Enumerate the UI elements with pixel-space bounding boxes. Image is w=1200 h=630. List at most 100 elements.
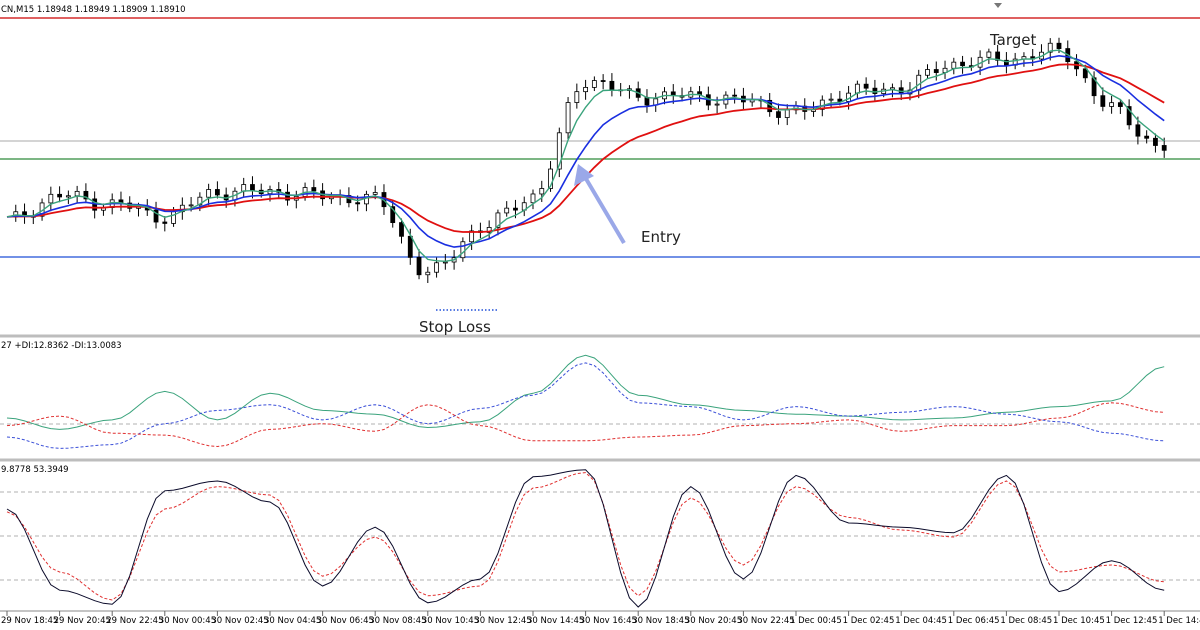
candle-body (591, 80, 597, 88)
time-tick-label: 30 Nov 08:45 (369, 616, 426, 626)
entry-annotation: Entry (641, 228, 681, 246)
candle-body (539, 188, 545, 195)
candle-body (609, 80, 615, 91)
candle-body (425, 271, 431, 276)
candle-body (732, 94, 738, 97)
time-tick-label: 30 Nov 10:45 (422, 616, 479, 626)
stochastic-pane (0, 469, 1200, 608)
candle-body (65, 195, 71, 198)
candle-body (916, 74, 922, 91)
candle-body (399, 222, 404, 237)
candle-body (1135, 124, 1141, 137)
candle-body (1117, 102, 1123, 107)
time-tick-label: 1 Dec 12:45 (1106, 616, 1158, 626)
candle-body (162, 221, 168, 224)
scroll-marker-icon[interactable] (994, 3, 1002, 8)
candle-body (214, 189, 220, 196)
candle-body (565, 102, 571, 134)
candle-body (153, 209, 159, 223)
candle-body (74, 190, 80, 197)
time-tick-label: 29 Nov 22:45 (106, 616, 163, 626)
candle-body (48, 193, 54, 204)
candle-body (355, 202, 361, 205)
candle-body (416, 256, 422, 276)
candle-body (1153, 137, 1158, 146)
ma-fast-line (6, 49, 1165, 263)
candle-body (188, 204, 194, 207)
time-tick-label: 1 Dec 06:45 (948, 616, 1000, 626)
candle-body (960, 61, 965, 67)
time-tick-label: 30 Nov 12:45 (474, 616, 531, 626)
candle-body (241, 184, 247, 192)
candle-body (390, 206, 396, 224)
entry-arrow-icon (574, 164, 626, 245)
time-tick-label: 29 Nov 18:45 (1, 616, 58, 626)
candle-body (171, 211, 176, 224)
candle-body (872, 87, 878, 94)
time-tick-label: 30 Nov 18:45 (632, 616, 689, 626)
candle-body (714, 103, 720, 106)
candle-body (469, 230, 475, 243)
candle-body (1126, 106, 1132, 126)
candle-body (995, 51, 1001, 61)
stoch-pane-info: 9.8778 53.3949 (0, 465, 70, 475)
time-tick-label: 30 Nov 06:45 (317, 616, 374, 626)
time-tick-label: 29 Nov 20:45 (54, 616, 111, 626)
candle-body (1109, 102, 1114, 107)
time-tick-label: 30 Nov 22:45 (737, 616, 794, 626)
candle-body (250, 184, 255, 191)
candle-body (1161, 145, 1167, 151)
time-tick-label: 1 Dec 10:45 (1053, 616, 1105, 626)
candle-body (776, 111, 781, 118)
candle-body (407, 235, 413, 258)
candle-body (372, 192, 378, 195)
candle-body (600, 80, 606, 82)
candle-body (57, 193, 62, 198)
candle-body (863, 83, 869, 89)
minus-di-line (6, 402, 1165, 448)
candle-body (556, 132, 562, 170)
time-tick-label: 30 Nov 04:45 (264, 616, 321, 626)
candlesticks (13, 37, 1167, 284)
main-price-pane (0, 3, 1200, 311)
candle-body (530, 193, 536, 204)
stoch-signal-line (6, 472, 1165, 601)
candle-body (828, 98, 834, 101)
time-tick-label: 30 Nov 14:45 (527, 616, 584, 626)
candle-body (1144, 135, 1150, 139)
time-tick-label: 1 Dec 00:45 (790, 616, 842, 626)
candle-body (83, 190, 89, 200)
candle-body (574, 91, 580, 103)
candle-body (495, 212, 501, 228)
candle-body (1100, 95, 1106, 107)
candle-body (197, 196, 203, 206)
stoch-main-line (6, 469, 1165, 608)
time-tick-label: 1 Dec 14:45 (1158, 616, 1200, 626)
candle-body (311, 187, 317, 192)
time-tick-label: 30 Nov 02:45 (211, 616, 268, 626)
candle-body (933, 69, 939, 73)
candle-body (644, 96, 650, 106)
candle-body (548, 168, 553, 189)
candle-body (285, 191, 290, 201)
candle-body (486, 227, 492, 233)
candle-body (513, 207, 518, 211)
time-tick-label: 30 Nov 00:45 (159, 616, 216, 626)
adx-pane (0, 354, 1200, 449)
time-tick-label: 30 Nov 20:45 (685, 616, 742, 626)
adx-pane-info: 27 +DI:12.8362 -DI:13.0083 (0, 341, 123, 351)
main-pane-info: CN,M15 1.18948 1.18949 1.18909 1.18910 (0, 5, 187, 15)
candle-body (784, 109, 790, 118)
candle-body (854, 83, 860, 94)
candle-body (1056, 42, 1062, 49)
time-tick-label: 1 Dec 02:45 (843, 616, 895, 626)
candle-body (1082, 68, 1088, 79)
candle-body (925, 69, 930, 76)
candle-body (442, 261, 448, 264)
plus-di-line (6, 362, 1165, 449)
candle-body (460, 241, 466, 259)
time-tick-label: 1 Dec 04:45 (895, 616, 947, 626)
candle-body (1047, 42, 1053, 53)
